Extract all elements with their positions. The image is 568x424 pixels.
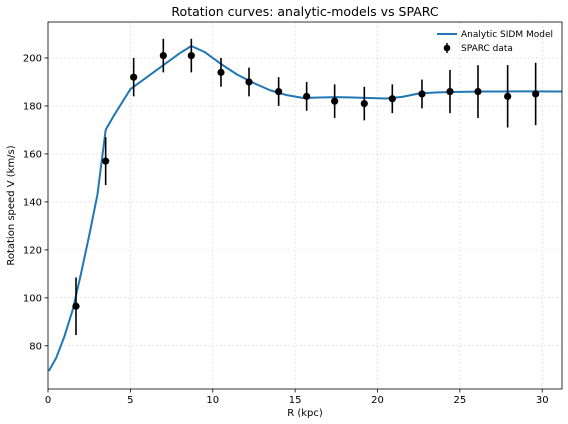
axis-ticks: 0 5 10 15 20 25 30 80 100 120 140 160 180 200 [23,53,549,406]
chart-title: Rotation curves: analytic-models vs SPAR… [171,4,438,19]
data-point [446,87,454,96]
data-point [474,87,482,96]
y-tick-label: 80 [29,341,42,352]
data-point [72,302,80,310]
y-tick-label: 160 [23,149,42,160]
data-point [275,87,283,96]
y-tick-label: 200 [23,53,42,64]
x-tick-label: 0 [45,395,51,406]
x-tick-label: 5 [127,395,133,406]
x-tick-label: 25 [453,395,466,406]
data-point [418,90,426,98]
data-point [360,99,368,108]
data-point [388,95,396,103]
x-tick-label: 15 [289,395,302,406]
data-point [245,78,253,86]
legend-swatch-data-marker [443,44,451,52]
data-point [331,97,339,105]
grid [47,22,562,389]
series-line-model [47,44,562,372]
y-axis-label: Rotation speed V (km/s) [6,145,17,265]
legend-label-model: Analytic SIDM Model [461,30,553,40]
x-tick-label: 30 [536,395,549,406]
data-point [217,68,225,76]
y-tick-label: 100 [23,293,42,304]
data-point [187,51,195,60]
legend-label-data: SPARC data [461,44,513,54]
data-point [504,92,512,100]
x-tick-label: 20 [371,395,384,406]
legend: Analytic SIDM Model SPARC data [437,30,553,54]
x-axis-label: R (kpc) [287,408,323,419]
plot-data [47,38,562,372]
data-point [130,73,138,81]
data-point [303,92,311,100]
x-tick-label: 10 [206,395,219,406]
y-tick-label: 140 [23,197,42,208]
data-point [532,90,540,98]
data-point [102,157,110,165]
axes-frame [47,21,563,390]
y-tick-label: 120 [23,245,42,256]
data-point [159,51,167,60]
y-tick-label: 180 [23,101,42,112]
